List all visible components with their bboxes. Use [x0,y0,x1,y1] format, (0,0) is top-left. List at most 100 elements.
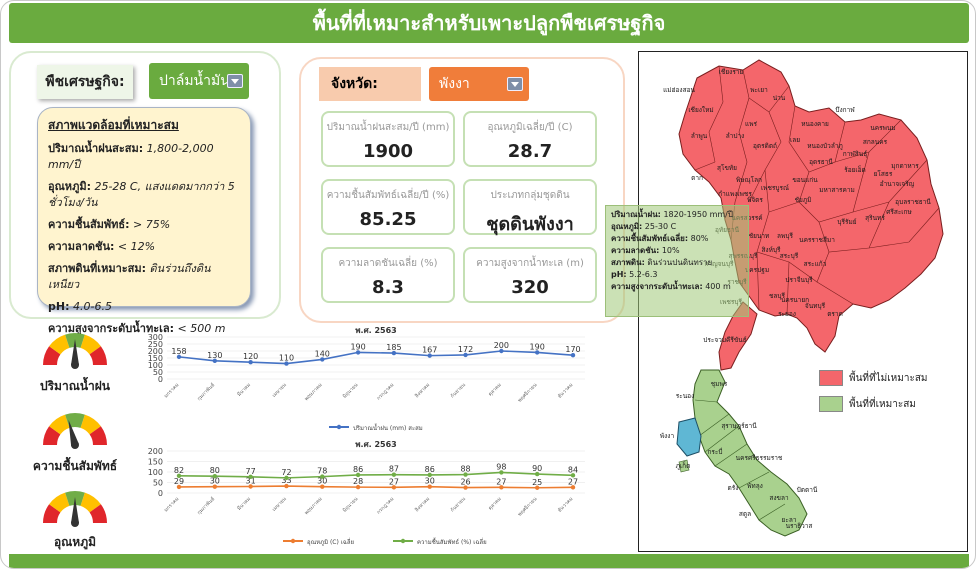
map-province-label: ภูเก็ต [676,461,691,470]
stat-value: 1900 [362,141,414,162]
gauge-rainfall: ปริมาณน้ำฝน [35,321,115,397]
suit-slope: ความลาดชัน: < 12% [48,240,156,253]
map-province-label: ขอนแก่น [792,176,818,184]
chart-series-line [178,350,574,365]
map-province-label: แม่ฮ่องสอน [663,86,695,94]
map-province-label: ยะลา [782,516,797,524]
suit-elevation: ความสูงจากระดับน้ำทะเล: < 500 m [48,322,226,335]
crop-select-value: ปาล์มน้ำมัน [159,73,230,89]
chart-point [463,352,468,358]
chart-point [463,472,468,477]
chart-ytick: 0 [158,489,163,498]
chart-ytick: 150 [148,458,163,467]
province-select[interactable]: พังงา [429,67,529,101]
chart-data-label: 30 [210,477,220,486]
gauge-segment-1 [49,414,70,435]
chart-point [499,470,504,475]
chart-data-label: 88 [460,465,470,474]
chart-ytick: 300 [148,333,163,342]
map-province-label: ปราจีนบุรี [785,276,813,284]
chart-data-label: 86 [425,465,435,474]
map-province-label: ร้อยเอ็ด [844,165,866,174]
stat-value: 320 [511,277,549,298]
gauge-label: ปริมาณน้ำฝน [39,379,111,393]
legend-swatch-green [819,396,843,412]
gauge-needle [68,419,79,446]
chart-point [534,485,540,490]
chart-point [176,484,182,490]
chart-xtick: พฤศจิกายน [516,381,539,404]
chart-data-label: 72 [281,468,291,477]
suit-humidity: ความชื้นสัมพัทธ์: > 75% [48,218,171,231]
gauge-segment-4 [89,504,107,523]
map-province-label: ระยอง [778,310,796,318]
chart-data-label: 77 [246,467,256,476]
map-province-label: พิจิตร [747,196,763,204]
map-province-label: ศรีสะเกษ [886,208,912,216]
stat-label: ประเภทกลุ่มชุดดิน [490,190,570,201]
chart-point [534,471,540,477]
gauge-segment-4 [89,346,107,365]
chart-point [355,484,361,490]
chart-xtick: สิงหาคม [413,495,431,513]
map-province-label: ปัตตานี [797,486,818,494]
map-province-label: อำนาจเจริญ [880,180,915,188]
gauge-label: ความชื้นสัมพัทธ์ [32,459,118,473]
chart-point [284,475,289,481]
chart-title: พ.ศ. 2563 [355,326,396,335]
chevron-down-icon[interactable] [507,77,523,91]
chart-data-label: 82 [174,466,184,475]
map-province-label: ลำปาง [726,132,745,140]
chevron-down-icon[interactable] [227,74,243,88]
stat-value: 8.3 [372,277,404,298]
chart-data-label: 172 [458,345,473,354]
gauge-humidity: ความชื้นสัมพัทธ์ [33,401,117,477]
chart-data-label: 86 [353,465,363,474]
chart-point [284,361,289,366]
chart-point [427,353,432,358]
chart-ytick: 100 [148,468,163,477]
chart-data-label: 27 [389,477,399,486]
chart-title: พ.ศ. 2563 [355,440,396,449]
map-province-label: เชียงใหม่ [688,106,713,114]
map-province-label: หนองบัวลำภู [807,142,843,150]
crop-select[interactable]: ปาล์มน้ำมัน [149,63,249,99]
chart-xtick: พฤษภาคม [304,382,324,402]
chart-point [391,350,397,356]
chart-data-label: 167 [422,346,437,355]
chart-point [320,484,325,489]
map-province-label: กระบี่ [707,447,722,456]
map-province-label: สงขลา [769,494,789,502]
chart-legend-marker [336,424,342,430]
stat-value: 85.25 [359,209,417,230]
map-province-label: จันทบุรี [805,302,826,310]
chart-ytick: 50 [153,479,163,488]
chart-data-label: 80 [210,466,220,475]
chart-legend-label: อุณหภูมิ (C) เฉลี่ย [307,538,354,546]
stat-value: 28.7 [507,141,553,162]
gauge-segment-3 [80,334,101,355]
chart-xtick: กรกฎาคม [376,496,395,515]
map-province-label: เพชรบูรณ์ [761,184,789,192]
chart-xtick: พฤษภาคม [304,496,324,516]
chart-point [212,474,218,479]
map-province-label: สตูล [739,510,751,518]
chart-data-label: 110 [279,354,294,363]
chart-data-label: 87 [389,465,399,474]
chart-xtick: กุมภาพันธ์ [196,381,217,402]
map-province-label: อุตรดิตถ์ [753,142,777,150]
stat-label: ความลาดชันเฉลี่ย (%) [338,258,438,269]
suit-rainfall: ปริมาณน้ำฝนสะสม: 1,800-2,000 mm/ปี [48,142,214,171]
map-province-label: สุราษฎร์ธานี [721,422,757,430]
chart-point [248,484,253,489]
suit-ph: pH: 4.0-6.5 [48,300,112,313]
chart-data-label: 33 [281,476,291,485]
map-province-label: เชียงราย [719,68,744,76]
chart-point [570,485,576,490]
chart-data-label: 170 [565,345,580,354]
chart-data-label: 90 [532,464,542,473]
chart-data-label: 200 [494,341,509,350]
chart-data-label: 30 [425,477,435,486]
map-province-label: ระนอง [676,392,695,400]
